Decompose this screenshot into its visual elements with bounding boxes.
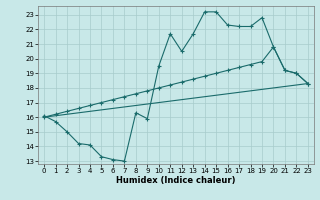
X-axis label: Humidex (Indice chaleur): Humidex (Indice chaleur)	[116, 176, 236, 185]
